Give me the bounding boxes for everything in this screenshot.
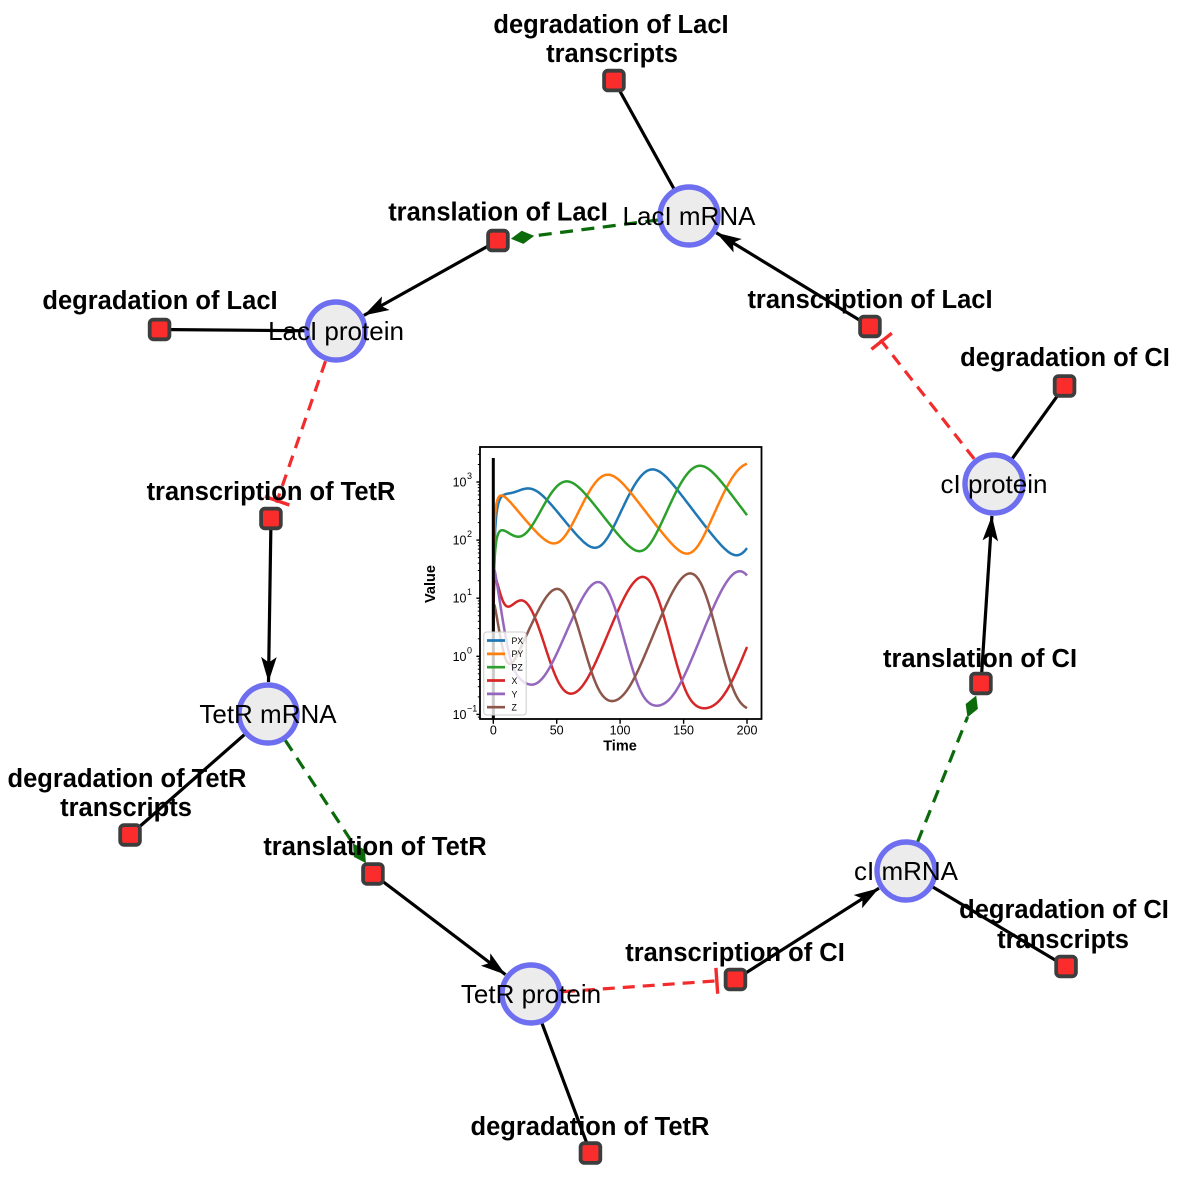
svg-text:PX: PX <box>512 636 524 646</box>
svg-text:degradation of LacI: degradation of LacI <box>493 11 728 39</box>
svg-text:LacI protein: LacI protein <box>268 316 404 346</box>
svg-text:10: 10 <box>453 650 467 664</box>
svg-text:10: 10 <box>453 476 467 490</box>
svg-text:translation of LacI: translation of LacI <box>388 199 608 227</box>
svg-text:degradation of LacI: degradation of LacI <box>42 287 277 315</box>
svg-text:degradation of CI: degradation of CI <box>960 344 1170 372</box>
svg-text:transcripts: transcripts <box>546 40 678 68</box>
svg-text:10: 10 <box>453 534 467 548</box>
svg-text:50: 50 <box>550 724 564 738</box>
svg-text:10: 10 <box>453 708 467 722</box>
svg-text:TetR mRNA: TetR mRNA <box>199 699 337 729</box>
svg-text:0: 0 <box>490 724 497 738</box>
svg-text:2: 2 <box>467 529 472 539</box>
svg-text:transcripts: transcripts <box>60 794 192 822</box>
svg-text:0: 0 <box>467 645 472 655</box>
svg-text:degradation of TetR: degradation of TetR <box>471 1113 710 1141</box>
svg-text:PY: PY <box>512 649 524 659</box>
svg-text:translation of CI: translation of CI <box>883 645 1077 673</box>
svg-text:100: 100 <box>610 724 631 738</box>
svg-text:Value: Value <box>423 565 439 603</box>
svg-text:TetR protein: TetR protein <box>461 979 601 1009</box>
svg-text:150: 150 <box>673 724 694 738</box>
svg-text:1: 1 <box>467 587 472 597</box>
svg-text:transcripts: transcripts <box>997 926 1129 954</box>
svg-text:3: 3 <box>467 471 472 481</box>
svg-text:cI protein: cI protein <box>941 469 1048 499</box>
svg-text:transcription of LacI: transcription of LacI <box>747 286 992 314</box>
svg-text:X: X <box>512 676 518 686</box>
svg-text:transcription of TetR: transcription of TetR <box>147 478 396 506</box>
svg-text:cI mRNA: cI mRNA <box>854 856 959 886</box>
svg-text:degradation of CI: degradation of CI <box>959 896 1169 924</box>
svg-text:transcription of CI: transcription of CI <box>625 939 845 967</box>
svg-text:Y: Y <box>512 689 518 699</box>
svg-text:PZ: PZ <box>512 663 524 673</box>
svg-text:Time: Time <box>603 739 637 755</box>
svg-text:Z: Z <box>512 703 518 713</box>
svg-text:200: 200 <box>737 724 758 738</box>
svg-text:translation of TetR: translation of TetR <box>263 833 486 861</box>
svg-text:degradation of TetR: degradation of TetR <box>8 765 247 793</box>
svg-text:LacI mRNA: LacI mRNA <box>623 201 757 231</box>
svg-text:10: 10 <box>453 592 467 606</box>
svg-text:−1: −1 <box>467 703 477 713</box>
